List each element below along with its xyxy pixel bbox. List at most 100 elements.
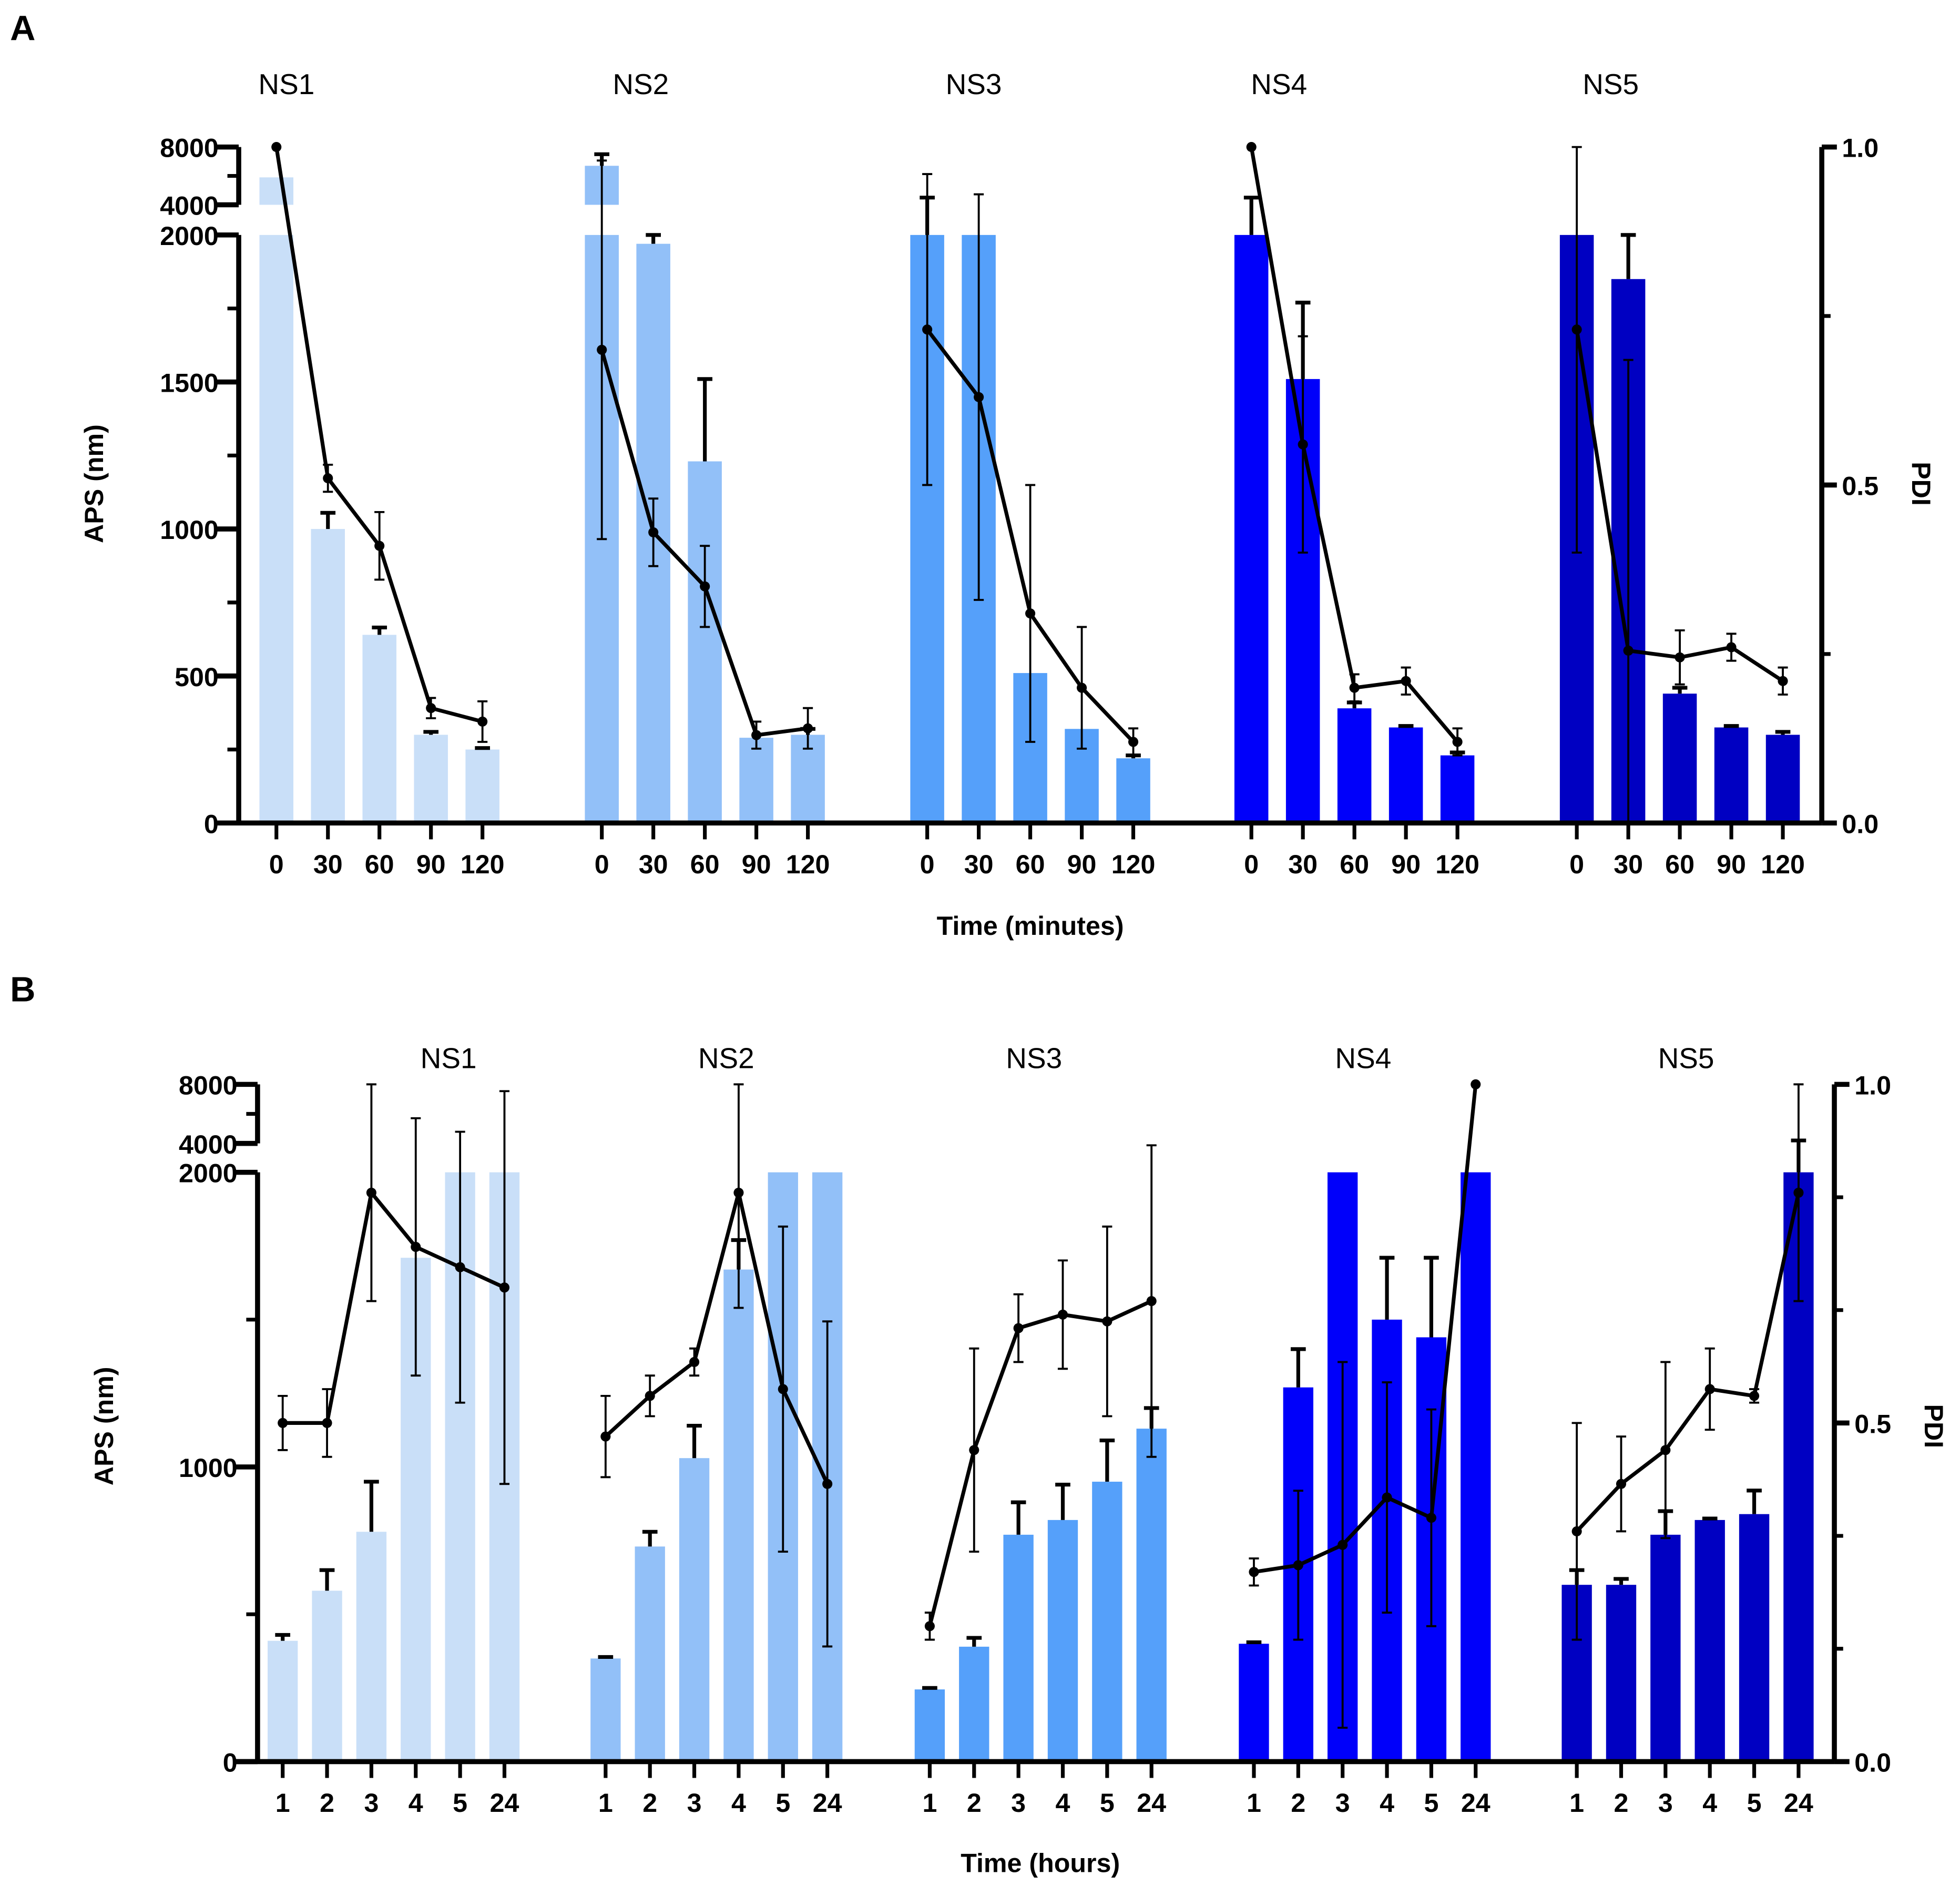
pdi-point xyxy=(700,581,710,592)
pdi-point xyxy=(1025,608,1036,619)
pdi-point xyxy=(922,324,933,335)
x-tick-label: 5 xyxy=(1100,1788,1115,1818)
bar xyxy=(1694,1520,1725,1762)
x-tick-label: 24 xyxy=(1137,1788,1166,1818)
bar xyxy=(739,738,773,823)
y-tick-label: 8000 xyxy=(160,134,219,163)
x-tick-label: 90 xyxy=(1717,850,1746,879)
pdi-point xyxy=(600,1431,611,1442)
pdi-point xyxy=(1616,1479,1627,1489)
y-tick-label: 4000 xyxy=(179,1130,238,1159)
x-tick-label: 3 xyxy=(1658,1788,1673,1818)
y2-tick-label: 0.0 xyxy=(1854,1748,1891,1778)
bar xyxy=(259,235,294,823)
bar xyxy=(362,635,396,823)
pdi-point xyxy=(1146,1296,1157,1307)
pdi-point xyxy=(1298,439,1308,450)
bar xyxy=(465,749,499,823)
pdi-point xyxy=(1623,645,1634,656)
bar xyxy=(1662,694,1697,823)
pdi-point xyxy=(1401,676,1411,686)
x-tick-label: 24 xyxy=(1784,1788,1813,1818)
y-tick-label: 500 xyxy=(175,662,219,692)
bar xyxy=(1440,755,1475,823)
x-axis-title: Time (minutes) xyxy=(937,911,1124,941)
y-axis-title: APS (nm) xyxy=(79,424,109,543)
bar xyxy=(1461,1172,1491,1762)
pdi-point xyxy=(803,723,813,733)
pdi-point xyxy=(1778,676,1788,686)
y-tick-label: 2000 xyxy=(160,221,219,251)
x-tick-label: 4 xyxy=(1702,1788,1717,1818)
pdi-series-line xyxy=(1575,1192,1801,1533)
bar xyxy=(268,1640,298,1762)
x-tick-label: 3 xyxy=(1011,1788,1026,1818)
bar xyxy=(1765,735,1800,823)
x-tick-label: 120 xyxy=(461,850,505,879)
x-tick-label: 24 xyxy=(1461,1788,1491,1818)
pdi-point xyxy=(1749,1391,1760,1401)
x-tick-label: 90 xyxy=(1067,850,1097,879)
group-title: NS2 xyxy=(612,68,669,100)
x-tick-label: 30 xyxy=(964,850,994,879)
bar xyxy=(1047,1520,1078,1762)
x-tick-label: 2 xyxy=(1291,1788,1305,1818)
pdi-point xyxy=(323,473,333,484)
y-tick-label: 8000 xyxy=(179,1071,238,1100)
x-tick-label: 1 xyxy=(1247,1788,1261,1818)
x-tick-label: 3 xyxy=(364,1788,379,1818)
x-tick-label: 60 xyxy=(690,850,720,879)
x-tick-label: 0 xyxy=(595,850,609,879)
y2-tick-label: 0.5 xyxy=(1842,472,1879,501)
group-title: NS4 xyxy=(1335,1042,1391,1074)
pdi-point xyxy=(1571,1526,1582,1537)
pdi-series-line xyxy=(927,1299,1152,1627)
bar xyxy=(635,1546,665,1762)
x-tick-label: 1 xyxy=(275,1788,290,1818)
x-tick-label: 120 xyxy=(786,850,830,879)
bar xyxy=(1389,727,1423,823)
pdi-point xyxy=(1249,1567,1259,1577)
pdi-point xyxy=(1077,682,1087,693)
pdi-series-line xyxy=(1575,329,1784,683)
pdi-series-line xyxy=(604,1192,829,1485)
group-title: NS5 xyxy=(1583,68,1639,100)
pdi-point xyxy=(1452,737,1463,747)
bar xyxy=(959,1646,989,1762)
pdi-point xyxy=(278,1418,288,1428)
bar-upper-segment xyxy=(259,177,294,205)
pdi-point xyxy=(455,1262,465,1272)
bar xyxy=(1234,235,1269,823)
y-tick-label: 1000 xyxy=(160,515,219,545)
x-tick-label: 3 xyxy=(687,1788,702,1818)
y-tick-label: 0 xyxy=(204,809,219,839)
group-title: NS1 xyxy=(258,68,314,100)
bar xyxy=(914,1689,945,1762)
y2-tick-label: 0.0 xyxy=(1842,809,1879,839)
x-tick-label: 1 xyxy=(922,1788,937,1818)
group-title: NS1 xyxy=(421,1042,477,1074)
x-tick-label: 5 xyxy=(775,1788,790,1818)
pdi-point xyxy=(1726,642,1737,653)
x-tick-label: 24 xyxy=(813,1788,842,1818)
pdi-point xyxy=(1382,1492,1392,1503)
group-title: NS4 xyxy=(1251,68,1307,100)
x-tick-label: 60 xyxy=(365,850,394,879)
bar xyxy=(723,1269,754,1762)
pdi-point xyxy=(1704,1384,1715,1394)
x-tick-label: 2 xyxy=(642,1788,657,1818)
pdi-point xyxy=(322,1418,332,1428)
x-tick-label: 1 xyxy=(598,1788,613,1818)
y-tick-label: 4000 xyxy=(160,191,219,221)
x-tick-label: 1 xyxy=(1569,1788,1584,1818)
y2-tick-label: 1.0 xyxy=(1854,1071,1891,1100)
pdi-point xyxy=(271,142,282,152)
group-title: NS3 xyxy=(946,68,1002,100)
pdi-point xyxy=(1338,1540,1348,1550)
x-tick-label: 4 xyxy=(731,1788,746,1818)
pdi-point xyxy=(1102,1316,1112,1327)
x-tick-label: 90 xyxy=(742,850,771,879)
x-tick-label: 2 xyxy=(320,1788,334,1818)
x-tick-label: 60 xyxy=(1340,850,1369,879)
bar xyxy=(414,735,448,823)
